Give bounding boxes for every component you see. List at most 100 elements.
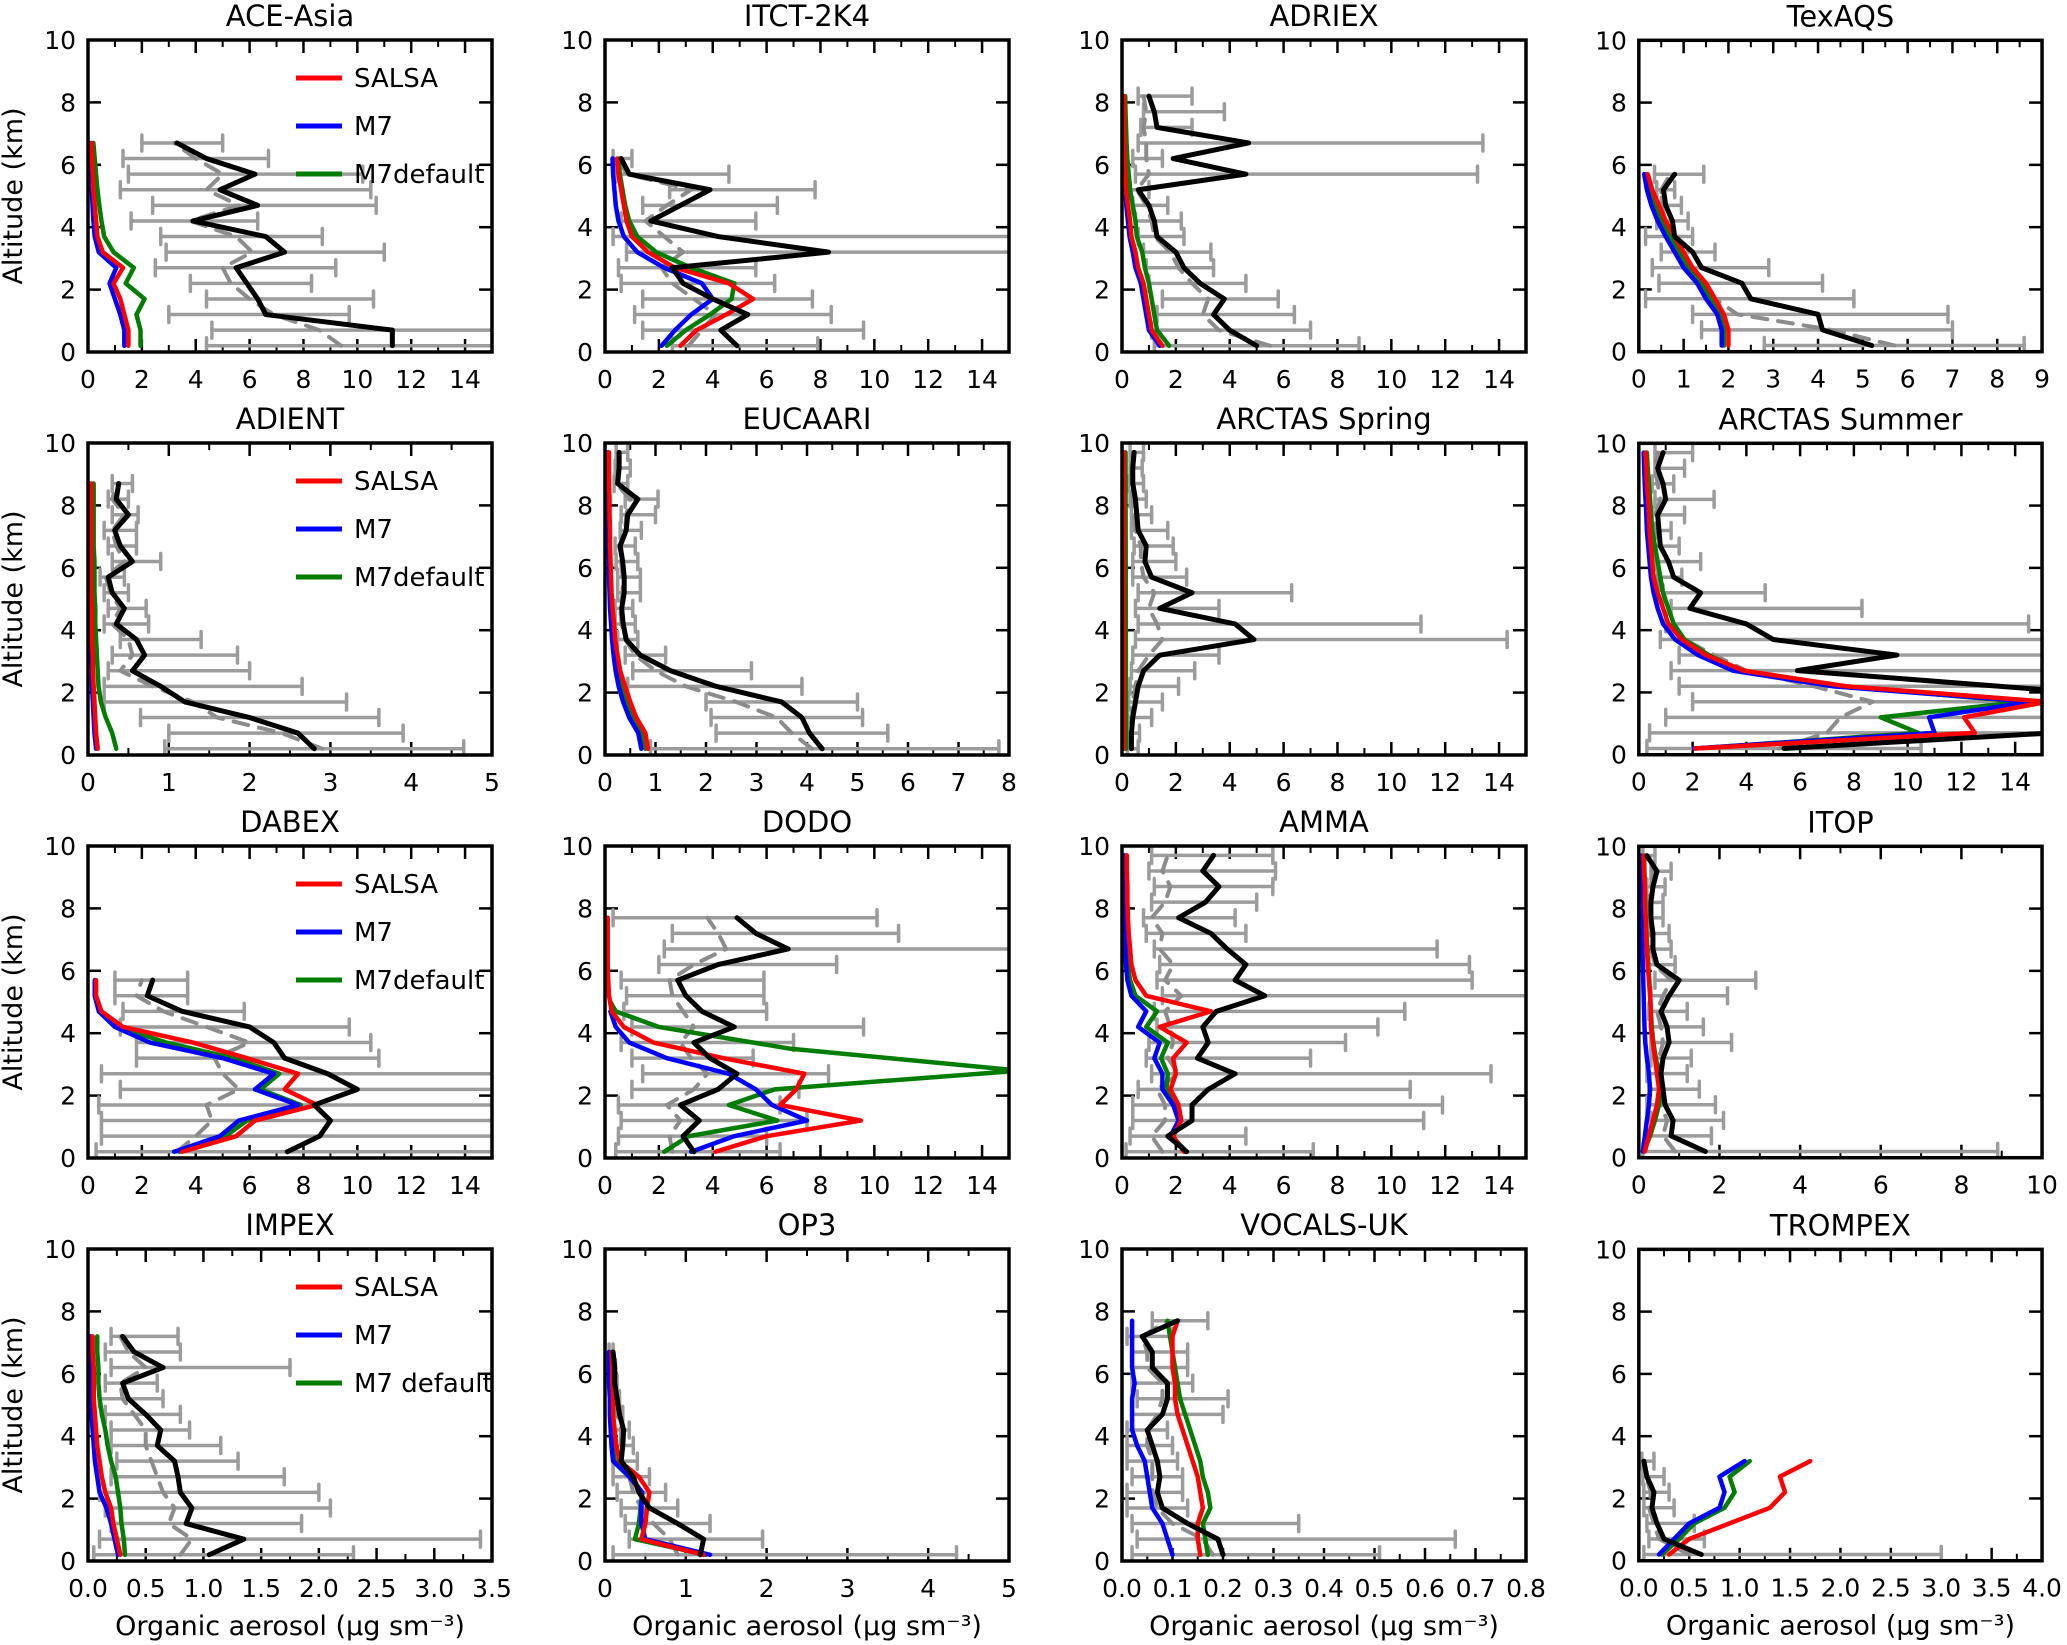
y-tick-label: 2 (577, 679, 593, 708)
y-tick-label: 2 (60, 679, 76, 708)
x-tick-label: 2 (651, 365, 667, 394)
panel-title: EUCAARI (743, 403, 872, 436)
series-group (610, 148, 1009, 352)
x-tick-label: 8 (1330, 1171, 1346, 1200)
legend-m7default-label: M7default (354, 966, 484, 996)
median-dashed-line (134, 978, 252, 1154)
x-tick-label: 4 (1222, 768, 1238, 797)
y-tick-label: 10 (44, 429, 76, 458)
x-tick-label: 6 (1792, 768, 1808, 797)
x-tick-label: 8 (1330, 768, 1346, 797)
x-tick-label: 14 (1483, 1171, 1515, 1200)
chart-vocals-uk: VOCALS-UK Organic aerosol (µg sm⁻³) 0.0 0… (1078, 1209, 1546, 1642)
y-tick-label: 4 (1094, 1422, 1110, 1451)
y-tick-label: 2 (60, 1082, 76, 1111)
x-tick-label: 0.0 (1619, 1574, 1659, 1603)
plot-area (1120, 441, 1528, 757)
m7-line (1639, 853, 1653, 1154)
y-axis-label: Altitude (km) (0, 510, 29, 687)
y-tick-label: 8 (577, 491, 593, 520)
x-tick-label: 1 (161, 768, 177, 797)
panel-title: OP3 (778, 1209, 837, 1242)
y-tick-label: 6 (1094, 554, 1110, 583)
x-tick-label: 0 (1114, 365, 1130, 394)
y-tick-label: 8 (1611, 492, 1627, 521)
salsa-line (609, 1349, 706, 1558)
plot-frame (86, 1247, 494, 1563)
subplot-eucaari: EUCAARI 0 1 2 3 4 5 6 7 8 0 2 4 6 8 10 (517, 403, 1034, 806)
axis-ticks (1637, 845, 2044, 1159)
m7-line (1129, 1318, 1175, 1558)
x-tick-label: 4 (188, 365, 204, 394)
x-tick-label: 8 (813, 365, 829, 394)
x-tick-label: 12 (1429, 768, 1461, 797)
x-tick-label: 2 (134, 365, 150, 394)
panel-title: VOCALS-UK (1240, 1209, 1408, 1242)
error-bars (612, 443, 1001, 755)
y-tick-label: 10 (561, 26, 593, 55)
median-dashed-line (172, 140, 344, 348)
y-tick-label: 8 (60, 491, 76, 520)
x-tick-label: 10 (1375, 768, 1407, 797)
y-tick-label: 6 (577, 151, 593, 180)
x-tick-label: 3.5 (472, 1574, 512, 1603)
y-tick-label: 10 (1595, 26, 1627, 55)
x-tick-label: 5 (1855, 365, 1871, 394)
y-tick-label: 4 (60, 616, 76, 645)
y-tick-label: 8 (60, 1297, 76, 1326)
series-group (1639, 846, 2000, 1158)
chart-dodo: DODO 0 2 4 6 8 10 12 14 0 2 4 6 8 10 (561, 806, 1011, 1200)
x-tick-label: 6 (1276, 1171, 1292, 1200)
y-tick-label: 6 (1611, 1360, 1627, 1389)
y-tick-label: 4 (577, 616, 593, 645)
y-tick-label: 6 (1611, 554, 1627, 583)
salsa-line (90, 1334, 123, 1558)
x-tick-label: 1 (648, 768, 664, 797)
y-tick-label: 8 (60, 88, 76, 117)
x-tick-label: 8 (296, 365, 312, 394)
plot-frame (603, 844, 1011, 1160)
x-tick-label: 8 (1953, 1171, 1969, 1200)
chart-trompex: TROMPEX Organic aerosol (µg sm⁻³) 0.0 0.5… (1595, 1209, 2062, 1642)
y-tick-label: 6 (60, 1360, 76, 1389)
obs-line (144, 977, 360, 1155)
obs-line (120, 1333, 247, 1558)
y-tick-label: 4 (1611, 1422, 1627, 1451)
x-tick-label: 2 (242, 768, 258, 797)
x-tick-label: 3 (749, 768, 765, 797)
subplot-dabex: DABEX Altitude (km) SALSA M7 M7default 0… (0, 806, 517, 1209)
y-tick-label: 6 (1094, 957, 1110, 986)
y-tick-label: 4 (577, 1422, 593, 1451)
y-tick-label: 2 (577, 1082, 593, 1111)
subplot-itct-2k4: ITCT-2K4 0 2 4 6 8 10 12 14 0 2 4 6 8 10 (517, 0, 1034, 403)
m7default-line (1644, 450, 2026, 751)
series-group (1641, 164, 2026, 352)
salsa-line (605, 915, 864, 1155)
series-group (606, 1342, 959, 1561)
axis-ticks (1120, 38, 1527, 354)
plot-frame (1637, 38, 2044, 354)
series-group (1125, 1311, 1458, 1561)
y-tick-label: 4 (1094, 616, 1110, 645)
x-tick-label: 3 (839, 1574, 855, 1603)
salsa-line (1641, 853, 1662, 1154)
x-tick-label: 2.0 (299, 1574, 339, 1603)
obs-line (675, 915, 791, 1155)
x-tick-label: 0.6 (1405, 1574, 1445, 1603)
x-tick-label: 0 (597, 365, 613, 394)
x-tick-label: 0 (1631, 365, 1647, 394)
error-bars (1124, 846, 1526, 1158)
plot-frame (86, 38, 494, 354)
axis-ticks (603, 38, 1010, 354)
x-tick-label: 4 (188, 1171, 204, 1200)
x-tick-label: 2.0 (1821, 1574, 1861, 1603)
x-tick-label: 0 (597, 1171, 613, 1200)
y-tick-label: 6 (1094, 1360, 1110, 1389)
y-tick-label: 10 (44, 832, 76, 861)
y-tick-label: 10 (561, 1235, 593, 1264)
y-tick-label: 10 (561, 832, 593, 861)
plot-area (1637, 844, 2044, 1160)
error-bars (1643, 164, 2026, 352)
x-tick-label: 3.0 (1921, 1574, 1961, 1603)
x-tick-label: 10 (858, 365, 890, 394)
